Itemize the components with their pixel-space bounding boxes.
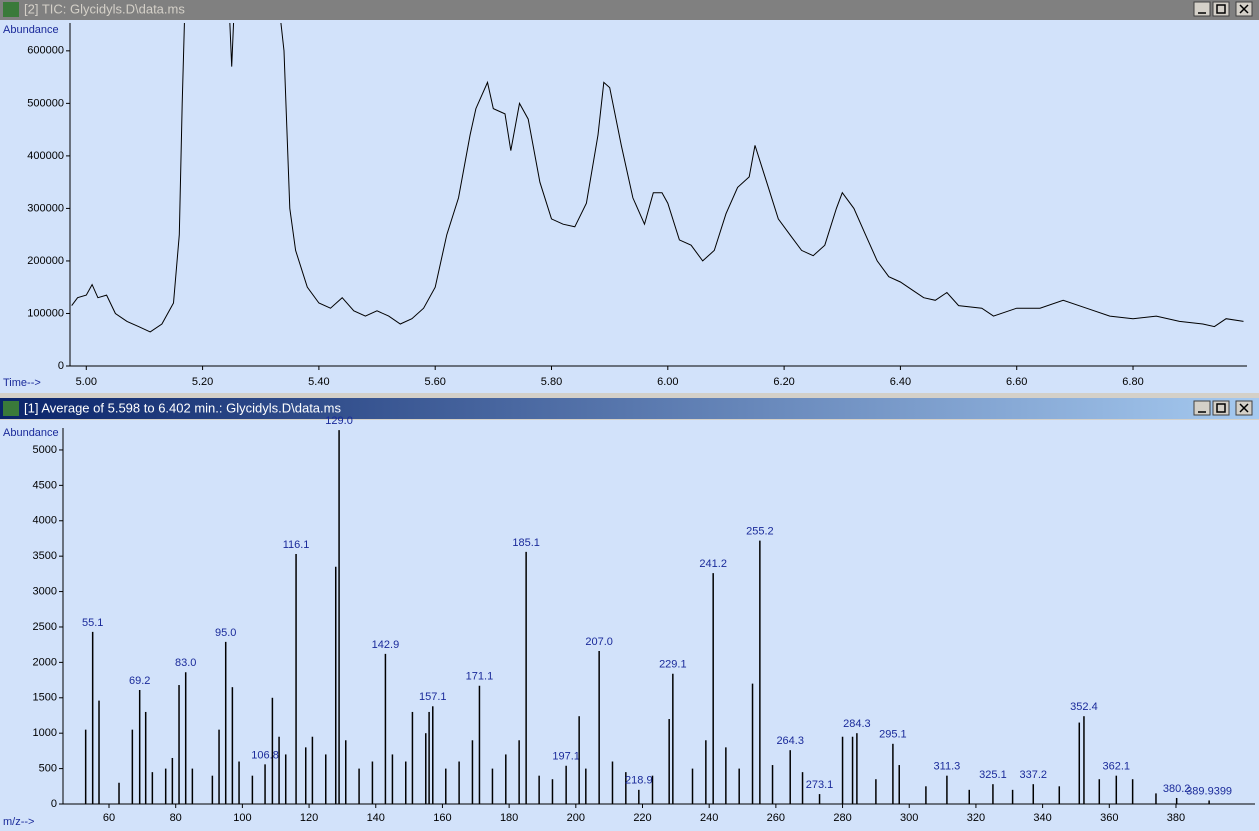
y-tick-label: 3500: [33, 550, 57, 562]
x-tick-label: 5.40: [308, 376, 329, 388]
peak-label: 218.9: [625, 775, 653, 787]
peak-label: 116.1: [283, 539, 310, 551]
button-glyphs: [1198, 403, 1249, 413]
x-tick-label: 120: [300, 812, 318, 824]
x-tick-label: 300: [900, 812, 918, 824]
plot-background: [0, 420, 1259, 831]
x-tick-label: 5.80: [541, 376, 562, 388]
window-title: [2] TIC: Glycidyls.D\data.ms: [24, 1, 185, 16]
y-axis-label: Abundance: [3, 24, 59, 36]
peak-label: 264.3: [776, 735, 804, 747]
tic-line: [71, 23, 1244, 333]
x-tick-label: 200: [567, 812, 585, 824]
minimize-button[interactable]: [1193, 400, 1211, 416]
peak-label: 142.9: [372, 639, 400, 651]
y-tick-label: 500: [39, 763, 57, 775]
peak-label: 106.8: [251, 749, 279, 761]
x-tick-label: 380: [1167, 812, 1185, 824]
y-tick-label: 1500: [33, 692, 57, 704]
peak-label: 55.1: [82, 617, 103, 629]
y-tick-label: 0: [51, 798, 57, 810]
app-icon: [3, 2, 19, 17]
x-tick-label: 6.00: [657, 376, 678, 388]
x-tick-label: 6.60: [1006, 376, 1027, 388]
x-tick-label: 100: [233, 812, 251, 824]
x-tick-label: 6.40: [890, 376, 911, 388]
peak-label: 185.1: [512, 537, 540, 549]
peak-label: 284.3: [843, 718, 871, 730]
minimize-button[interactable]: [1193, 1, 1211, 17]
x-tick-label: 160: [433, 812, 451, 824]
title-bar: [0, 398, 1259, 419]
y-tick-label: 600000: [27, 45, 64, 57]
x-tick-label: 360: [1100, 812, 1118, 824]
y-tick-label: 2500: [33, 621, 57, 633]
y-tick-label: 100000: [27, 307, 64, 319]
maximize-button[interactable]: [1212, 1, 1230, 17]
peak-label: 352.4: [1070, 701, 1098, 713]
x-tick-label: 260: [767, 812, 785, 824]
peak-label: 241.2: [699, 558, 727, 570]
y-tick-label: 200000: [27, 255, 64, 267]
maximize-button[interactable]: [1212, 400, 1230, 416]
peak-label: 83.0: [175, 657, 196, 669]
y-tick-label: 3000: [33, 585, 57, 597]
y-tick-label: 2000: [33, 656, 57, 668]
x-tick-label: 280: [833, 812, 851, 824]
peak-label: 171.1: [466, 671, 494, 683]
peak-label: 325.1: [979, 769, 1007, 781]
x-tick-label: 340: [1033, 812, 1051, 824]
peak-label: 197.1: [552, 751, 580, 763]
x-tick-label: 6.20: [773, 376, 794, 388]
button-glyphs: [1198, 4, 1249, 14]
y-tick-label: 4500: [33, 479, 57, 491]
y-tick-label: 4000: [33, 515, 57, 527]
peak-label: 362.1: [1103, 761, 1131, 773]
peak-label: 95.0: [215, 627, 236, 639]
peak-label: 273.1: [806, 779, 834, 791]
peak-label: 311.3: [934, 761, 961, 773]
peak-label: 255.2: [746, 525, 774, 537]
peak-label: 207.0: [585, 636, 613, 648]
x-tick-label: 220: [633, 812, 651, 824]
peak-label: 380.2: [1163, 783, 1191, 795]
title-bar: [0, 0, 1259, 20]
peak-label: 389.9399: [1186, 785, 1232, 797]
window-buttons[interactable]: [1193, 1, 1253, 17]
y-axis-label: Abundance: [3, 427, 59, 439]
x-tick-label: 6.80: [1122, 376, 1143, 388]
y-tick-label: 300000: [27, 202, 64, 214]
x-tick-label: 180: [500, 812, 518, 824]
app-icon: [3, 401, 19, 416]
x-axis-label: m/z-->: [3, 816, 34, 828]
x-tick-label: 5.60: [424, 376, 445, 388]
plots: AbundanceTime-->010000020000030000040000…: [3, 23, 1255, 828]
y-tick-label: 400000: [27, 150, 64, 162]
peak-label: 129.0: [325, 415, 353, 427]
x-tick-label: 5.20: [192, 376, 213, 388]
y-tick-label: 1000: [33, 727, 57, 739]
window-buttons[interactable]: [1193, 400, 1253, 416]
x-axis-label: Time-->: [3, 377, 41, 389]
peak-label: 229.1: [659, 659, 687, 671]
plot-background: [0, 20, 1259, 393]
x-tick-label: 80: [170, 812, 182, 824]
peak-label: 295.1: [879, 729, 907, 741]
peak-label: 69.2: [129, 675, 150, 687]
peak-label: 157.1: [419, 691, 447, 703]
window-title: [1] Average of 5.598 to 6.402 min.: Glyc…: [24, 400, 341, 415]
x-tick-label: 60: [103, 812, 115, 824]
x-tick-label: 5.00: [76, 376, 97, 388]
x-tick-label: 240: [700, 812, 718, 824]
y-tick-label: 0: [58, 360, 64, 372]
y-tick-label: 500000: [27, 97, 64, 109]
x-tick-label: 320: [967, 812, 985, 824]
x-tick-label: 140: [367, 812, 385, 824]
y-tick-label: 5000: [33, 444, 57, 456]
peak-label: 337.2: [1020, 769, 1048, 781]
